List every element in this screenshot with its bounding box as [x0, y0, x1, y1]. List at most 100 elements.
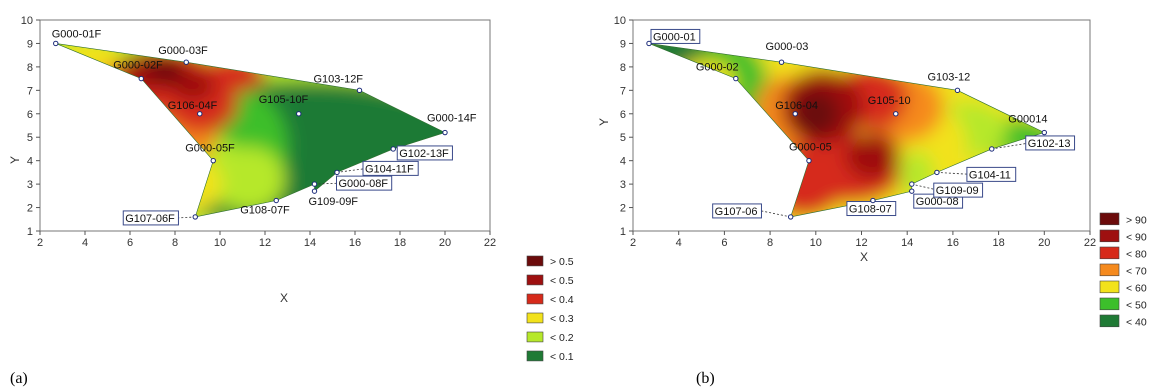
- y-tick-label: 9: [620, 38, 626, 50]
- x-tick-label: 8: [767, 237, 773, 249]
- legend-label: < 0.5: [550, 275, 574, 287]
- y-tick-label: 2: [620, 203, 626, 215]
- data-point: [390, 146, 396, 152]
- x-tick-label: 4: [676, 237, 682, 249]
- x-tick-label: 8: [172, 237, 178, 249]
- legend-swatch: [1099, 229, 1120, 243]
- surface-contour-band: [845, 132, 901, 180]
- y-tick-label: 3: [620, 179, 626, 191]
- data-point: [870, 197, 876, 204]
- point-label-box: [933, 182, 984, 198]
- x-tick-label: 18: [992, 237, 1004, 249]
- legend-swatch: [1099, 297, 1120, 311]
- data-point-label: G000-01F: [52, 28, 102, 40]
- point-leader-line: [178, 216, 196, 219]
- data-point: [1041, 129, 1048, 136]
- data-point-label: G103-12: [927, 71, 970, 83]
- data-point-label: G000-02F: [113, 60, 163, 72]
- y-tick-label: 1: [620, 226, 626, 238]
- data-point-label: G104-11F: [365, 163, 414, 175]
- legend-swatch: [1099, 212, 1120, 226]
- legend-label: < 0.1: [550, 351, 574, 363]
- point-label-box: [712, 203, 762, 219]
- data-point-label: G000-05: [789, 142, 832, 154]
- y-tick-label: 8: [27, 62, 33, 74]
- chart-b-points: G000-01 G000-02 G000-03 G106-04 G000-05 G107-…: [646, 28, 1076, 220]
- y-tick-label: 7: [27, 85, 33, 97]
- data-point-label: G000-03F: [158, 45, 208, 57]
- y-tick-label: 10: [614, 15, 626, 27]
- data-point: [197, 111, 203, 117]
- data-point-label: G103-12F: [314, 73, 364, 85]
- data-point: [806, 157, 812, 164]
- x-tick-label: 12: [855, 237, 867, 249]
- data-point-label: G000-01: [653, 31, 696, 43]
- data-point: [792, 111, 798, 117]
- y-tick-label: 5: [620, 132, 626, 144]
- legend-label: < 0.4: [550, 294, 574, 306]
- y-tick-label: 6: [620, 109, 626, 121]
- point-leader-line: [336, 167, 368, 173]
- point-label-box: [396, 145, 453, 161]
- x-tick-label: 20: [1038, 237, 1050, 249]
- legend-swatch: [526, 312, 544, 324]
- data-point: [442, 129, 448, 136]
- data-point: [311, 181, 318, 187]
- data-point: [296, 111, 302, 117]
- data-point: [934, 169, 940, 176]
- y-tick-label: 3: [27, 179, 33, 191]
- data-point: [192, 214, 198, 220]
- y-tick-label: 7: [620, 85, 626, 97]
- data-point: [989, 146, 995, 152]
- data-point-label: G109-09: [936, 185, 979, 197]
- data-point-label: G105-10F: [259, 94, 309, 106]
- legend-swatch: [1099, 246, 1120, 260]
- surface-contour-band: [148, 59, 184, 84]
- y-tick-label: 4: [620, 156, 626, 168]
- surface-contour-band: [170, 69, 216, 103]
- data-point: [183, 59, 189, 65]
- point-label-box: [966, 166, 1017, 182]
- y-tick-label: 4: [27, 156, 33, 168]
- data-point: [733, 75, 739, 82]
- legend-swatch: [526, 350, 544, 362]
- legend-swatch: [1099, 314, 1120, 328]
- legend-label: < 0.3: [550, 313, 574, 325]
- data-point-label: G106-04: [775, 100, 818, 112]
- y-tick-label: 5: [27, 132, 33, 144]
- data-point-label: G000-08: [916, 196, 959, 208]
- data-point: [356, 87, 363, 94]
- x-tick-label: 6: [127, 237, 133, 249]
- x-tick-label: 20: [439, 237, 451, 249]
- point-label-box: [336, 175, 393, 191]
- chart-b-ylabel: Y: [597, 118, 611, 126]
- y-tick-label: 6: [27, 109, 33, 121]
- data-point: [893, 111, 899, 117]
- data-point: [909, 188, 915, 194]
- x-tick-label: 4: [82, 237, 88, 249]
- data-point: [909, 181, 915, 187]
- chart-b-legend: > 90 < 90 < 80 < 70 < 60 < 50 < 40: [1099, 212, 1147, 328]
- point-leader-line: [991, 142, 1030, 150]
- point-label-box: [1025, 135, 1076, 151]
- point-leader-line: [936, 171, 971, 175]
- legend-swatch: [526, 255, 544, 267]
- x-tick-label: 14: [304, 237, 316, 249]
- data-point-label: G000-03: [766, 41, 809, 53]
- point-label-box: [362, 160, 419, 176]
- point-label-box: [122, 210, 179, 226]
- legend-label: < 50: [1126, 299, 1147, 311]
- x-tick-label: 12: [259, 237, 271, 249]
- x-tick-label: 10: [214, 237, 226, 249]
- legend-label: < 0.2: [550, 332, 574, 344]
- legend-label: > 0.5: [550, 256, 574, 268]
- x-tick-label: 22: [1084, 237, 1096, 249]
- data-point: [787, 214, 794, 220]
- legend-label: < 70: [1126, 265, 1147, 277]
- x-tick-label: 14: [901, 237, 913, 249]
